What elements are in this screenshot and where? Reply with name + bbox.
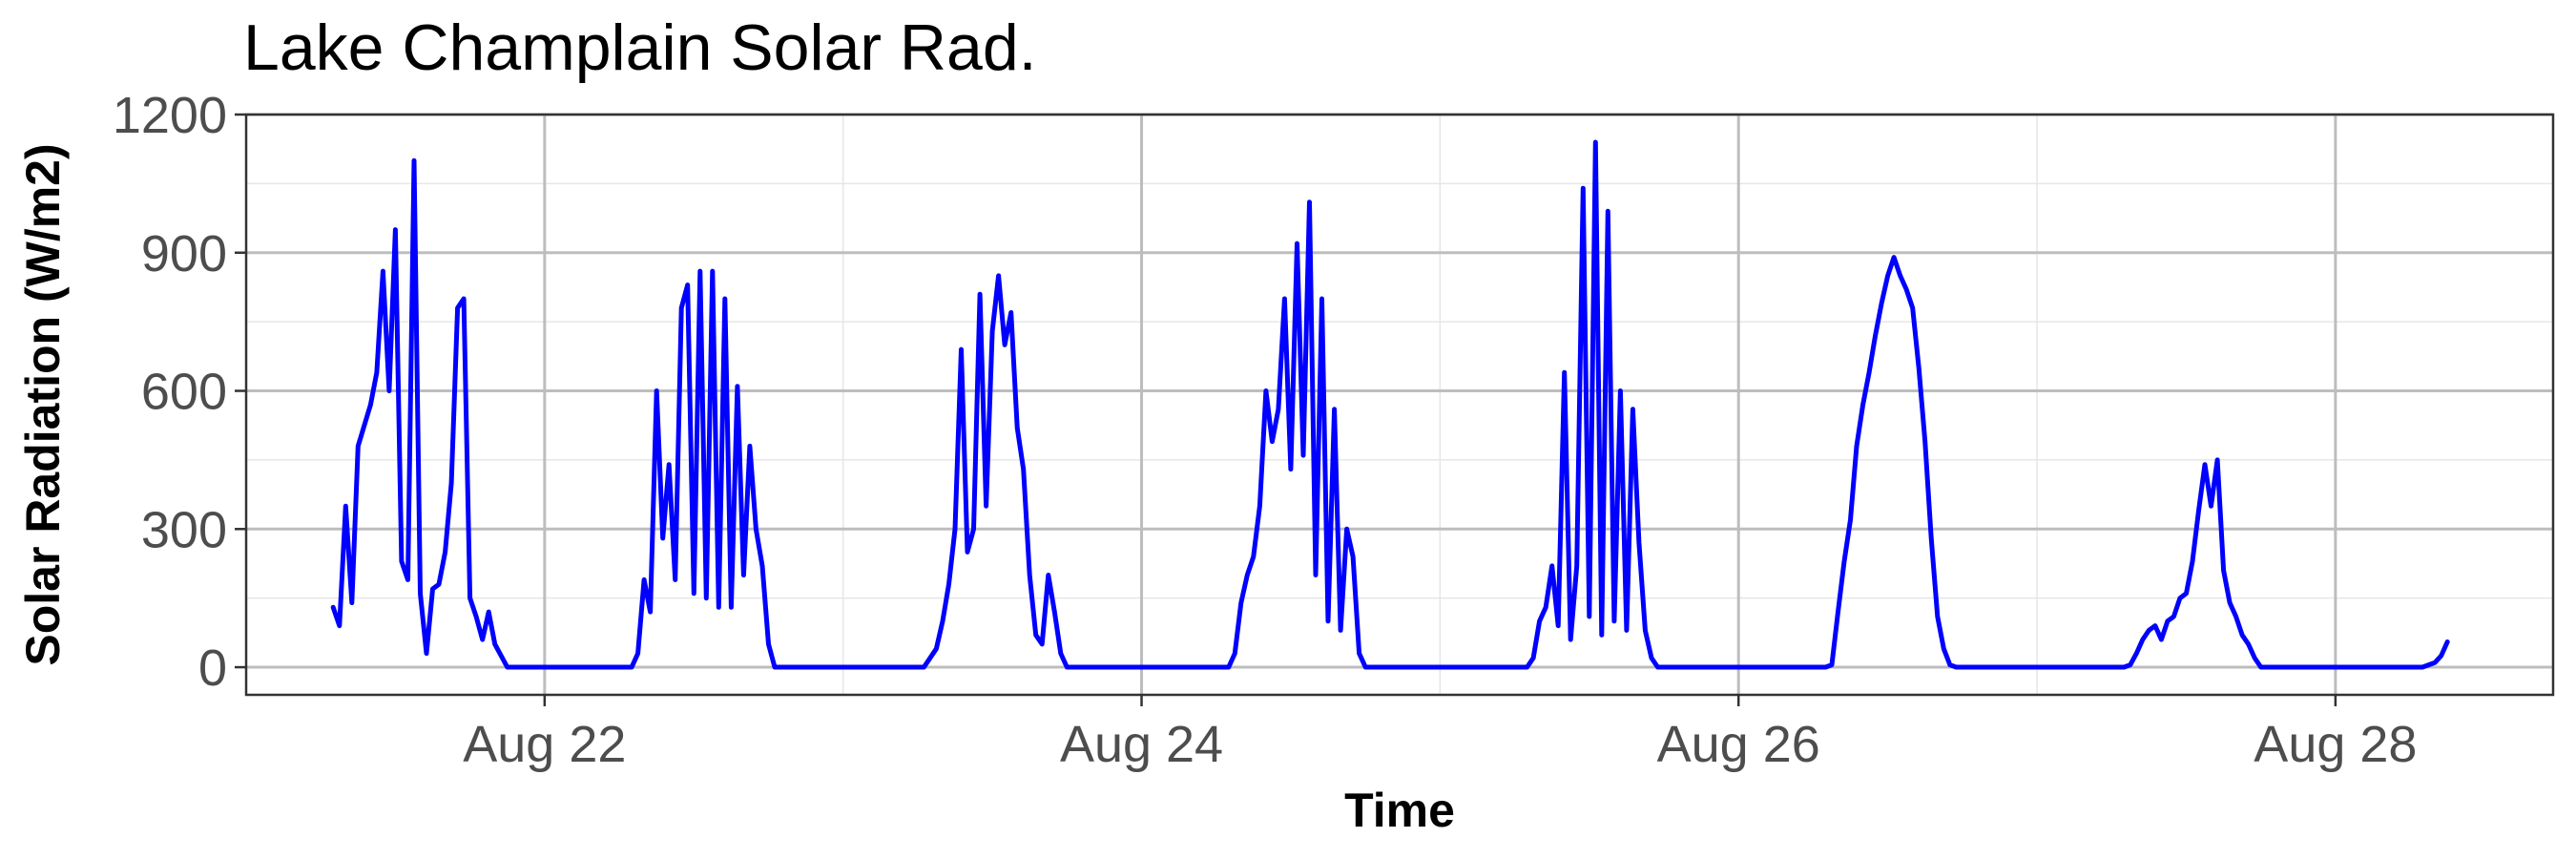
plot-panel: [244, 113, 2555, 697]
y-axis: 0 300 600 900 1200: [113, 87, 246, 697]
x-tick-label: Aug 22: [463, 716, 626, 773]
major-gridlines: [246, 113, 2553, 695]
x-axis-title: Time: [1344, 784, 1455, 837]
chart-title: Lake Champlain Solar Rad.: [243, 11, 1037, 84]
x-axis: Aug 22 Aug 24 Aug 26 Aug 28: [463, 695, 2417, 773]
y-tick-label: 600: [141, 364, 227, 421]
y-tick-label: 900: [141, 225, 227, 283]
x-tick-label: Aug 24: [1060, 716, 1223, 773]
y-tick-label: 0: [198, 639, 227, 697]
y-tick-label: 300: [141, 501, 227, 558]
x-tick-label: Aug 28: [2254, 716, 2417, 773]
solar-radiation-line: [330, 139, 2450, 670]
y-axis-title: Solar Radiation (W/m2): [16, 143, 70, 665]
y-tick-label: 1200: [113, 87, 227, 144]
minor-gridlines: [245, 115, 2553, 695]
x-tick-label: Aug 26: [1657, 716, 1820, 773]
